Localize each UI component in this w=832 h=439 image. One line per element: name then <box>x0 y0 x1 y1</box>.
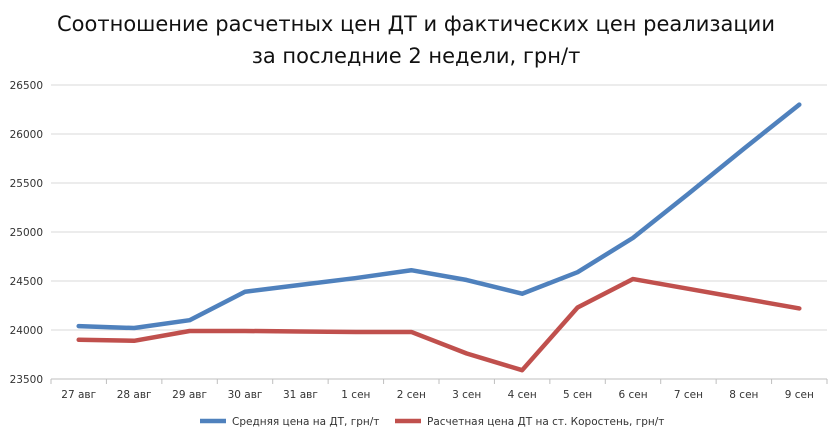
x-tick-label: 1 сен <box>341 389 370 401</box>
y-tick-label: 24000 <box>10 325 43 337</box>
legend-label: Средняя цена на ДТ, грн/т <box>232 416 379 428</box>
x-tick-label: 29 авг <box>172 389 207 401</box>
x-tick-label: 4 сен <box>508 389 537 401</box>
chart-title-line2: за последние 2 недели, грн/т <box>251 44 581 68</box>
x-tick-label: 28 авг <box>117 389 152 401</box>
y-tick-label: 23500 <box>10 374 43 386</box>
x-tick-label: 2 сен <box>397 389 426 401</box>
y-tick-label: 25000 <box>10 227 43 239</box>
chart-title-line1: Соотношение расчетных цен ДТ и фактическ… <box>57 12 775 36</box>
x-tick-label: 3 сен <box>452 389 481 401</box>
y-tick-label: 26000 <box>10 129 43 141</box>
x-tick-label: 31 авг <box>283 389 318 401</box>
x-tick-label: 6 сен <box>618 389 647 401</box>
x-tick-label: 7 сен <box>674 389 703 401</box>
x-tick-label: 30 авг <box>228 389 263 401</box>
x-tick-label: 9 сен <box>785 389 814 401</box>
x-tick-label: 8 сен <box>729 389 758 401</box>
series-line-2 <box>76 276 802 373</box>
y-tick-label: 26500 <box>10 80 43 92</box>
x-tick-label: 27 авг <box>61 389 96 401</box>
series-line-1 <box>76 102 802 331</box>
y-tick-label: 25500 <box>10 178 43 190</box>
x-tick-label: 5 сен <box>563 389 592 401</box>
y-tick-label: 24500 <box>10 276 43 288</box>
legend-label: Расчетная цена ДТ на ст. Коростень, грн/… <box>427 416 664 428</box>
